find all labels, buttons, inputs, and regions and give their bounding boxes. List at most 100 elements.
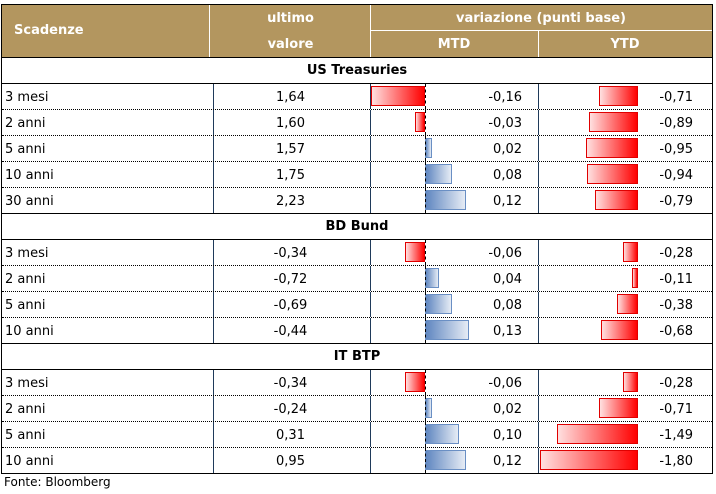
last-value: -0,24 (211, 396, 371, 421)
mtd-cell: 0,08 (370, 162, 539, 187)
mtd-cell: -0,06 (370, 370, 539, 395)
ytd-value: -0,79 (659, 194, 693, 209)
mtd-bar (404, 372, 425, 392)
ytd-value: -0,11 (659, 272, 693, 287)
ytd-value: -0,38 (659, 298, 693, 313)
mtd-bar (425, 424, 459, 444)
axis-line (425, 396, 426, 421)
ytd-cell: -1,80 (539, 448, 711, 473)
mtd-cell: -0,03 (370, 110, 539, 135)
mtd-bar (425, 138, 432, 158)
maturity-label: 2 anni (2, 396, 214, 421)
mtd-value: -0,03 (488, 116, 522, 131)
mtd-value: 0,02 (493, 402, 522, 417)
mtd-value: 0,02 (493, 142, 522, 157)
mtd-value: -0,06 (488, 376, 522, 391)
ytd-value: -1,80 (659, 454, 693, 469)
mtd-value: 0,13 (493, 324, 522, 339)
ytd-bar (622, 372, 638, 392)
ytd-bar (589, 112, 638, 132)
mtd-value: -0,16 (488, 90, 522, 105)
mtd-value: 0,10 (493, 428, 522, 443)
mtd-bar (414, 112, 425, 132)
ytd-value: -0,71 (659, 402, 693, 417)
last-value: 1,57 (211, 136, 371, 161)
mtd-cell: 0,12 (370, 188, 539, 213)
mtd-bar (425, 268, 439, 288)
mtd-cell: 0,12 (370, 448, 539, 473)
last-value: 1,60 (211, 110, 371, 135)
axis-line (425, 162, 426, 187)
ytd-cell: -0,28 (539, 370, 711, 395)
mtd-bar (425, 398, 432, 418)
axis-line (425, 318, 426, 343)
table-row: 10 anni -0,44 0,13 -0,68 (2, 318, 712, 344)
ytd-bar (617, 294, 638, 314)
ytd-bar (599, 398, 638, 418)
last-value: 1,64 (211, 84, 371, 109)
mtd-bar (370, 86, 425, 106)
ytd-bar (539, 450, 638, 470)
maturity-label: 5 anni (2, 136, 214, 161)
axis-line (425, 240, 426, 265)
table-row: 3 mesi 1,64 -0,16 -0,71 (2, 84, 712, 110)
ytd-value: -0,68 (659, 324, 693, 339)
mtd-value: 0,12 (493, 194, 522, 209)
ytd-cell: -0,68 (539, 318, 711, 343)
maturity-label: 5 anni (2, 422, 214, 447)
mtd-cell: 0,02 (370, 136, 539, 161)
mtd-bar (425, 190, 466, 210)
ytd-value: -0,95 (659, 142, 693, 157)
last-value: -0,72 (211, 266, 371, 291)
ytd-value: -0,94 (659, 168, 693, 183)
maturity-label: 10 anni (2, 448, 214, 473)
mtd-value: 0,12 (493, 454, 522, 469)
ytd-cell: -0,38 (539, 292, 711, 317)
header-ultimo: ultimo (211, 5, 371, 31)
axis-line (425, 292, 426, 317)
ytd-bar (622, 242, 638, 262)
header-variazione: variazione (punti base) (370, 5, 712, 31)
mtd-cell: 0,13 (370, 318, 539, 343)
ytd-cell: -0,94 (539, 162, 711, 187)
ytd-bar (556, 424, 638, 444)
mtd-cell: 0,04 (370, 266, 539, 291)
ytd-bar (586, 164, 638, 184)
table-row: 5 anni 0,31 0,10 -1,49 (2, 422, 712, 448)
mtd-cell: -0,16 (370, 84, 539, 109)
ytd-value: -0,71 (659, 90, 693, 105)
ytd-cell: -0,28 (539, 240, 711, 265)
last-value: 0,95 (211, 448, 371, 473)
ytd-cell: -0,11 (539, 266, 711, 291)
last-value: 1,75 (211, 162, 371, 187)
mtd-bar (425, 450, 466, 470)
mtd-cell: 0,02 (370, 396, 539, 421)
maturity-label: 3 mesi (2, 84, 214, 109)
maturity-label: 30 anni (2, 188, 214, 213)
mtd-value: 0,08 (493, 168, 522, 183)
mtd-cell: -0,06 (370, 240, 539, 265)
axis-line (425, 266, 426, 291)
axis-line (425, 110, 426, 135)
last-value: 0,31 (211, 422, 371, 447)
ytd-cell: -1,49 (539, 422, 711, 447)
ytd-value: -0,28 (659, 246, 693, 261)
mtd-bar (404, 242, 425, 262)
maturity-label: 5 anni (2, 292, 214, 317)
ytd-cell: -0,79 (539, 188, 711, 213)
last-value: -0,34 (211, 370, 371, 395)
mtd-value: 0,08 (493, 298, 522, 313)
ytd-bar (632, 268, 638, 288)
section-title: BD Bund (2, 214, 712, 240)
maturity-label: 10 anni (2, 162, 214, 187)
section-title: IT BTP (2, 344, 712, 370)
maturity-label: 3 mesi (2, 370, 214, 395)
ytd-value: -1,49 (659, 428, 693, 443)
yield-table: Scadenze ultimo valore variazione (punti… (1, 4, 713, 474)
ytd-bar (599, 86, 638, 106)
table-row: 2 anni -0,72 0,04 -0,11 (2, 266, 712, 292)
mtd-cell: 0,08 (370, 292, 539, 317)
table-row: 10 anni 0,95 0,12 -1,80 (2, 448, 712, 474)
maturity-label: 2 anni (2, 110, 214, 135)
ytd-value: -0,28 (659, 376, 693, 391)
